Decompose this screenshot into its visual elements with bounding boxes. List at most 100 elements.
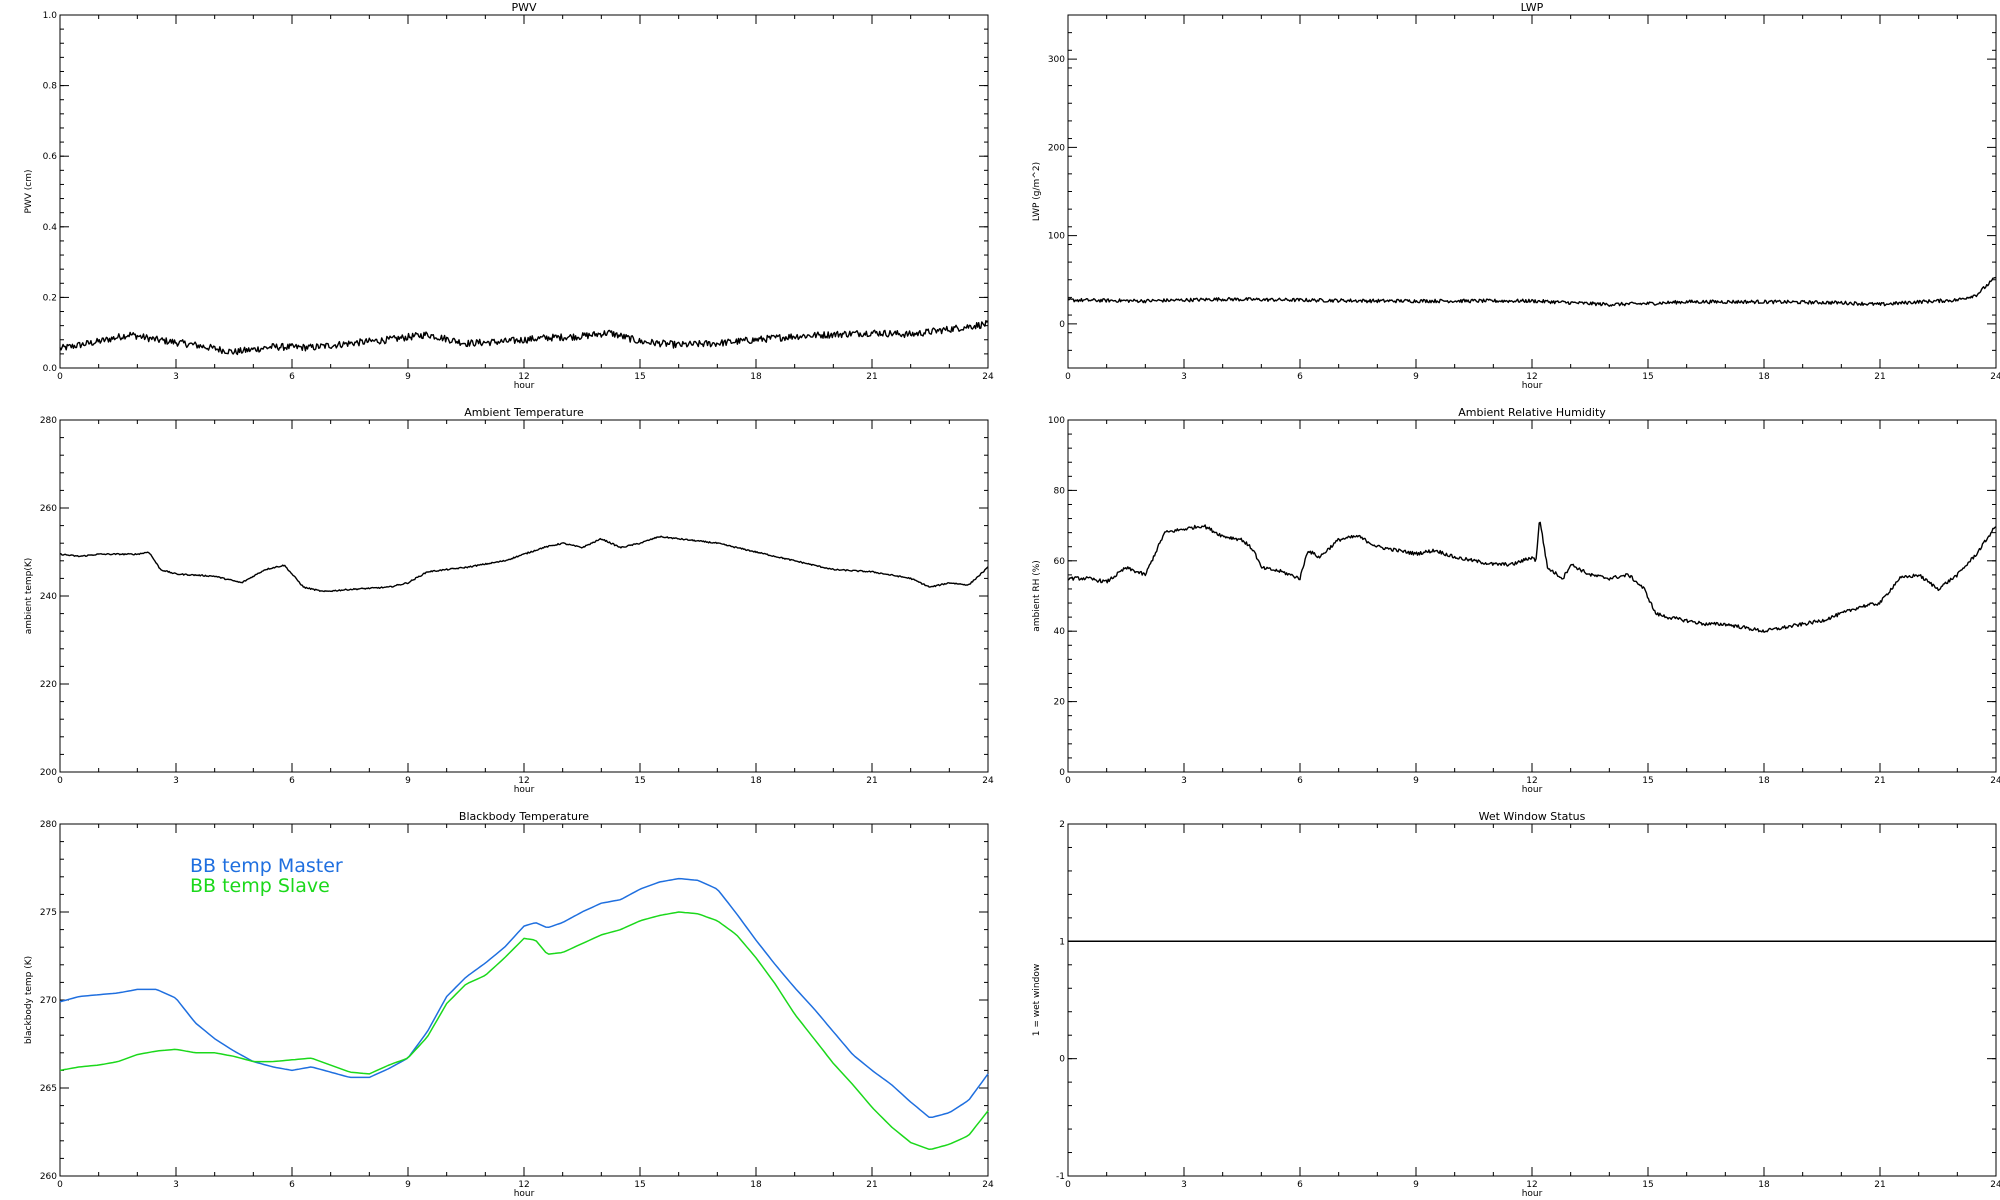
x-tick-label: 18	[750, 1180, 762, 1190]
x-tick-label: 0	[57, 776, 63, 786]
y-tick-label: 0	[1059, 320, 1065, 330]
chart-title: Blackbody Temperature	[459, 810, 589, 823]
y-tick-label: 0.2	[43, 293, 57, 303]
y-tick-label: 240	[40, 592, 57, 602]
x-tick-label: 12	[1526, 776, 1537, 786]
x-axis-label: hour	[514, 785, 535, 795]
x-tick-label: 3	[1181, 1180, 1187, 1190]
x-axis-label: hour	[1522, 381, 1543, 391]
x-tick-label: 21	[866, 1180, 877, 1190]
y-tick-label: 270	[40, 996, 57, 1006]
x-tick-label: 0	[1065, 776, 1071, 786]
plot-frame	[59, 419, 989, 773]
x-tick-label: 3	[173, 776, 179, 786]
x-tick-label: 12	[1526, 1180, 1537, 1190]
x-tick-label: 3	[173, 1180, 179, 1190]
x-tick-label: 6	[1297, 372, 1303, 382]
y-tick-label: 0.6	[43, 152, 58, 162]
x-tick-label: 18	[750, 372, 762, 382]
y-tick-label: 80	[1054, 486, 1066, 496]
y-tick-label: 275	[40, 908, 57, 918]
x-tick-label: 9	[1413, 372, 1419, 382]
y-tick-label: 265	[40, 1084, 57, 1094]
x-tick-label: 6	[289, 1180, 295, 1190]
plot-frame	[1067, 419, 1997, 773]
panel-ambient-temp: Ambient Temperature ambient temp(K) hour 0 3…	[24, 406, 994, 795]
x-tick-label: 0	[1065, 372, 1071, 382]
y-tick-label: 0.8	[43, 82, 58, 92]
y-tick-label: 60	[1054, 557, 1066, 567]
series-line-ambient-temp	[59, 535, 989, 593]
series-line-bb-temp-slave	[59, 911, 989, 1151]
legend-entry: BB temp Slave	[190, 875, 330, 897]
series-line-ambient-rh	[1067, 521, 1997, 633]
x-axis-label: hour	[514, 1189, 535, 1199]
chart-title: Ambient Temperature	[464, 406, 584, 419]
chart-title: Wet Window Status	[1479, 810, 1586, 823]
y-axis-label: 1 = wet window	[1032, 964, 1042, 1036]
y-tick-label: 0	[1059, 768, 1065, 778]
x-tick-label: 3	[173, 372, 179, 382]
x-tick-label: 24	[1990, 372, 2000, 382]
y-tick-label: 1.0	[43, 11, 58, 21]
y-tick-label: 0	[1059, 1055, 1065, 1065]
x-tick-label: 3	[1181, 776, 1187, 786]
y-tick-label: 2	[1059, 820, 1065, 830]
x-tick-label: 9	[1413, 776, 1419, 786]
y-tick-label: 200	[40, 768, 57, 778]
y-tick-label: 1	[1059, 937, 1065, 947]
x-tick-label: 21	[866, 372, 877, 382]
x-tick-label: 12	[518, 1180, 529, 1190]
y-tick-label: 0.0	[43, 364, 58, 374]
x-tick-label: 24	[982, 1180, 994, 1190]
y-tick-label: 200	[1048, 143, 1065, 153]
x-tick-label: 15	[634, 372, 645, 382]
y-tick-label: 100	[1048, 232, 1065, 242]
x-tick-label: 21	[1874, 372, 1885, 382]
chart-title: Ambient Relative Humidity	[1458, 406, 1606, 419]
x-tick-label: 9	[1413, 1180, 1419, 1190]
y-axis-label: PWV (cm)	[24, 169, 34, 213]
x-tick-label: 15	[1642, 1180, 1653, 1190]
panel-pwv: PWV PWV (cm) hour 0 3 6 9 12 15 18 21 24 0.0 0.2 0.4 0.…	[24, 1, 994, 391]
x-tick-label: 21	[1874, 776, 1885, 786]
y-tick-label: 300	[1048, 55, 1065, 65]
x-tick-label: 0	[1065, 1180, 1071, 1190]
x-tick-label: 6	[289, 776, 295, 786]
x-tick-label: 6	[1297, 1180, 1303, 1190]
y-axis-label: ambient temp(K)	[24, 558, 34, 635]
x-tick-label: 18	[1758, 1180, 1770, 1190]
x-tick-label: 12	[518, 372, 529, 382]
x-tick-label: 18	[1758, 776, 1770, 786]
x-axis-label: hour	[1522, 785, 1543, 795]
y-tick-label: 280	[40, 416, 57, 426]
panel-lwp: LWP LWP (g/m^2) hour 0 3 6 9 12 15 18 21 24 0 100 200 3…	[1032, 1, 2000, 391]
x-tick-label: 9	[405, 1180, 411, 1190]
x-tick-label: 24	[1990, 1180, 2000, 1190]
x-tick-label: 24	[1990, 776, 2000, 786]
x-tick-label: 12	[518, 776, 529, 786]
y-tick-label: 260	[40, 1172, 57, 1182]
x-tick-label: 21	[866, 776, 877, 786]
panel-ambient-rh: Ambient Relative Humidity ambient RH (%) h…	[1032, 406, 2000, 795]
series-line-bb-temp-master	[59, 877, 989, 1119]
x-tick-label: 9	[405, 372, 411, 382]
panel-blackbody-temp: Blackbody Temperature blackbody temp (K) h…	[24, 810, 994, 1199]
x-tick-label: 0	[57, 372, 63, 382]
x-axis-label: hour	[1522, 1189, 1543, 1199]
y-tick-label: 40	[1054, 627, 1066, 637]
x-tick-label: 6	[1297, 776, 1303, 786]
x-tick-label: 12	[1526, 372, 1537, 382]
plot-frame	[1067, 14, 1997, 369]
y-tick-label: 220	[40, 680, 57, 690]
y-axis-label: blackbody temp (K)	[24, 956, 34, 1044]
y-tick-label: 100	[1048, 416, 1065, 426]
y-axis-label: LWP (g/m^2)	[1032, 162, 1042, 221]
legend-entry: BB temp Master	[190, 855, 343, 877]
x-tick-label: 3	[1181, 372, 1187, 382]
x-axis-label: hour	[514, 381, 535, 391]
x-tick-label: 6	[289, 372, 295, 382]
x-tick-label: 15	[634, 1180, 645, 1190]
x-tick-label: 0	[57, 1180, 63, 1190]
